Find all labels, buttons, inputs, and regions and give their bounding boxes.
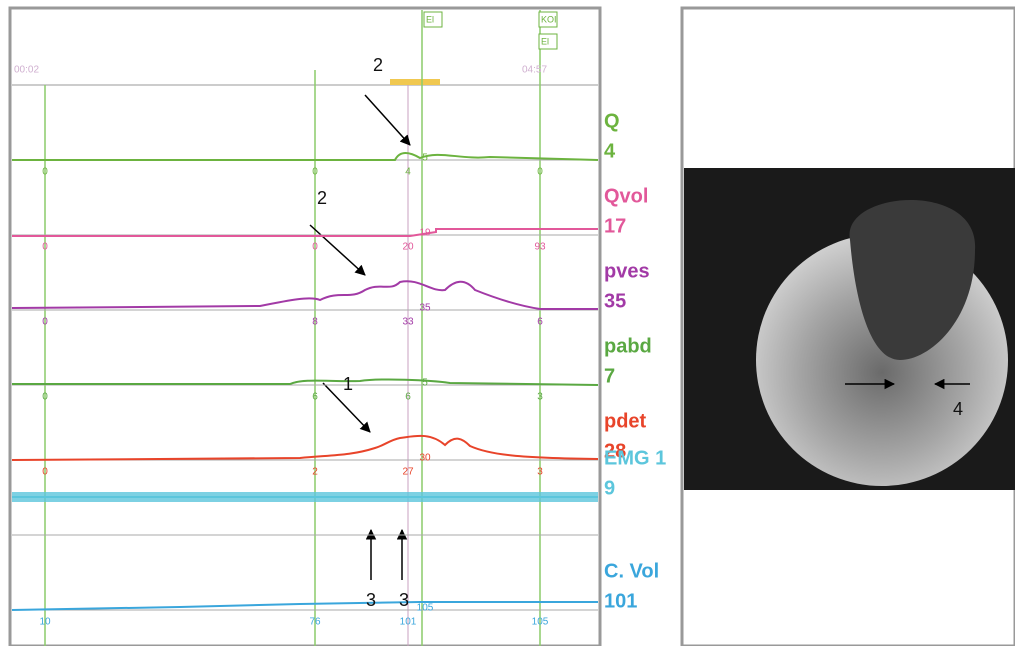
annotation: 2: [373, 55, 383, 75]
cursor-value: 0: [42, 167, 48, 178]
time-end: 04:57: [522, 65, 547, 76]
cursor-value: 4: [405, 167, 411, 178]
cursor-value: 6: [312, 392, 318, 403]
cursor-value: 0: [42, 467, 48, 478]
channel-name: pabd: [604, 335, 652, 357]
cursor-value: 6: [405, 392, 411, 403]
cursor-readout: 35: [419, 303, 431, 314]
annotation: 2: [317, 188, 327, 208]
channel-value: 35: [604, 290, 626, 312]
event-bar: [390, 79, 440, 85]
cursor-value: 105: [532, 617, 549, 628]
trace-panel: [10, 8, 600, 646]
cursor-value: 20: [402, 242, 414, 253]
cursor-value: 0: [42, 317, 48, 328]
cursor-readout: 105: [417, 603, 434, 614]
cursor-value: 3: [537, 467, 543, 478]
cursor-value: 8: [312, 317, 318, 328]
channel-name: pves: [604, 260, 650, 282]
annotation: 3: [366, 590, 376, 610]
figure: 00:0204:57ElKOIElQ400405Qvol1700209319pv…: [0, 0, 1015, 646]
cursor-value: 10: [39, 617, 51, 628]
cursor-value: 93: [534, 242, 546, 253]
channel-name: Qvol: [604, 185, 648, 207]
cursor-value: 0: [312, 167, 318, 178]
marker-label: El: [426, 14, 434, 24]
cursor-value: 3: [537, 392, 543, 403]
channel-value: 9: [604, 477, 615, 499]
channel-name: Q: [604, 110, 620, 132]
cursor-value: 0: [42, 242, 48, 253]
marker-label: El: [541, 36, 549, 46]
cursor-readout: 5: [422, 153, 428, 164]
cursor-value: 27: [402, 467, 414, 478]
annotation: 4: [953, 399, 963, 419]
cursor-value: 101: [400, 617, 417, 628]
channel-name: C. Vol: [604, 560, 659, 582]
cursor-value: 33: [402, 317, 414, 328]
channel-value: 101: [604, 590, 637, 612]
cursor-value: 2: [312, 467, 318, 478]
cursor-value: 0: [537, 167, 543, 178]
channel-name: pdet: [604, 410, 647, 432]
cursor-readout: 30: [419, 453, 431, 464]
cursor-value: 0: [312, 242, 318, 253]
cursor-value: 76: [309, 617, 321, 628]
annotation: 3: [399, 590, 409, 610]
cursor-readout: 19: [419, 228, 431, 239]
channel-value: 7: [604, 365, 615, 387]
channel-value: 4: [604, 140, 616, 162]
channel-value: 17: [604, 215, 626, 237]
marker-label: KOI: [541, 14, 557, 24]
channel-name: EMG 1: [604, 447, 666, 469]
annotation: 1: [343, 374, 353, 394]
cursor-value: 0: [42, 392, 48, 403]
time-start: 00:02: [14, 65, 39, 76]
cursor-readout: 5: [422, 378, 428, 389]
cursor-value: 6: [537, 317, 543, 328]
